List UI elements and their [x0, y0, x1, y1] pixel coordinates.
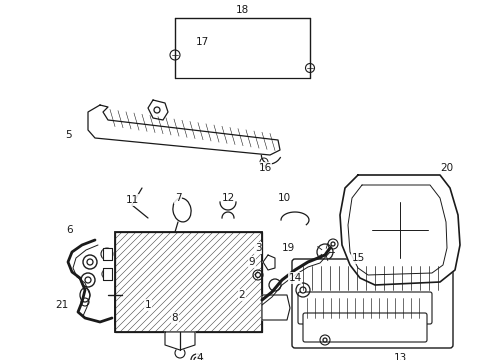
Text: 12: 12 [221, 193, 235, 203]
Text: 9: 9 [249, 257, 255, 267]
FancyBboxPatch shape [298, 292, 432, 324]
Text: 4: 4 [196, 353, 203, 360]
Text: 15: 15 [351, 253, 365, 263]
Text: 8: 8 [172, 313, 178, 323]
Text: 16: 16 [258, 163, 271, 173]
Text: 11: 11 [125, 195, 139, 205]
Bar [115, 232, 262, 332]
Circle shape [85, 277, 91, 283]
Text: 7: 7 [175, 193, 181, 203]
Text: 17: 17 [196, 37, 209, 47]
Circle shape [300, 287, 306, 293]
Polygon shape [103, 248, 112, 260]
Circle shape [255, 273, 261, 278]
Text: 5: 5 [65, 130, 72, 140]
Circle shape [323, 338, 327, 342]
Text: 14: 14 [289, 273, 302, 283]
Circle shape [175, 335, 185, 345]
Circle shape [87, 259, 93, 265]
Polygon shape [340, 175, 460, 285]
Polygon shape [103, 268, 112, 280]
Text: 13: 13 [393, 353, 407, 360]
Bar [115, 232, 262, 332]
FancyBboxPatch shape [292, 259, 453, 348]
Polygon shape [88, 105, 280, 155]
Polygon shape [165, 332, 195, 350]
Text: 19: 19 [281, 243, 294, 253]
Polygon shape [263, 255, 275, 270]
Text: 6: 6 [67, 225, 74, 235]
Circle shape [372, 202, 428, 258]
Text: 18: 18 [235, 5, 248, 15]
FancyBboxPatch shape [303, 313, 427, 342]
Text: 2: 2 [239, 290, 245, 300]
Text: 1: 1 [145, 300, 151, 310]
Polygon shape [262, 295, 290, 320]
Text: 10: 10 [277, 193, 291, 203]
Circle shape [154, 107, 160, 113]
Text: 20: 20 [441, 163, 454, 173]
Text: 3: 3 [255, 243, 261, 253]
Circle shape [331, 242, 335, 246]
Circle shape [194, 357, 200, 360]
Text: 21: 21 [55, 300, 69, 310]
